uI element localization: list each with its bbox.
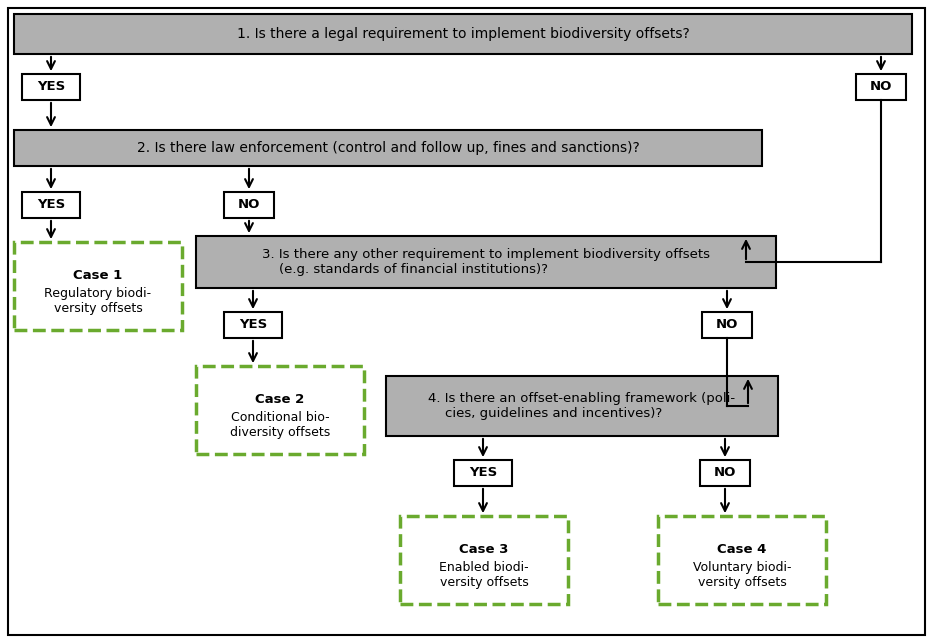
FancyBboxPatch shape [700,460,750,486]
Text: Regulatory biodi-
versity offsets: Regulatory biodi- versity offsets [45,287,151,315]
Text: YES: YES [37,80,65,93]
Text: NO: NO [714,467,736,480]
FancyBboxPatch shape [196,236,776,288]
FancyBboxPatch shape [14,14,912,54]
FancyBboxPatch shape [14,242,182,330]
Text: Conditional bio-
diversity offsets: Conditional bio- diversity offsets [230,411,330,439]
Text: 2. Is there law enforcement (control and follow up, fines and sanctions)?: 2. Is there law enforcement (control and… [136,141,639,155]
Text: 3. Is there any other requirement to implement biodiversity offsets
    (e.g. st: 3. Is there any other requirement to imp… [262,248,710,276]
Text: YES: YES [469,467,497,480]
FancyBboxPatch shape [856,74,906,100]
Text: Case 1: Case 1 [74,269,122,282]
FancyBboxPatch shape [400,516,568,604]
Text: YES: YES [239,318,267,332]
Text: NO: NO [238,199,260,212]
Text: Case 3: Case 3 [459,543,508,556]
FancyBboxPatch shape [14,130,762,166]
FancyBboxPatch shape [386,376,778,436]
Text: NO: NO [870,80,892,93]
Text: 4. Is there an offset-enabling framework (poli-
    cies, guidelines and incenti: 4. Is there an offset-enabling framework… [428,392,735,420]
Text: Case 2: Case 2 [256,393,305,406]
FancyBboxPatch shape [196,366,364,454]
FancyBboxPatch shape [224,192,274,218]
Text: Voluntary biodi-
versity offsets: Voluntary biodi- versity offsets [692,561,791,589]
FancyBboxPatch shape [22,74,80,100]
FancyBboxPatch shape [224,312,282,338]
FancyBboxPatch shape [702,312,752,338]
Text: YES: YES [37,199,65,212]
Text: Enabled biodi-
versity offsets: Enabled biodi- versity offsets [439,561,529,589]
FancyBboxPatch shape [8,8,925,635]
Text: Case 4: Case 4 [717,543,767,556]
Text: 1. Is there a legal requirement to implement biodiversity offsets?: 1. Is there a legal requirement to imple… [237,27,689,41]
FancyBboxPatch shape [658,516,826,604]
Text: NO: NO [716,318,738,332]
FancyBboxPatch shape [22,192,80,218]
FancyBboxPatch shape [454,460,512,486]
